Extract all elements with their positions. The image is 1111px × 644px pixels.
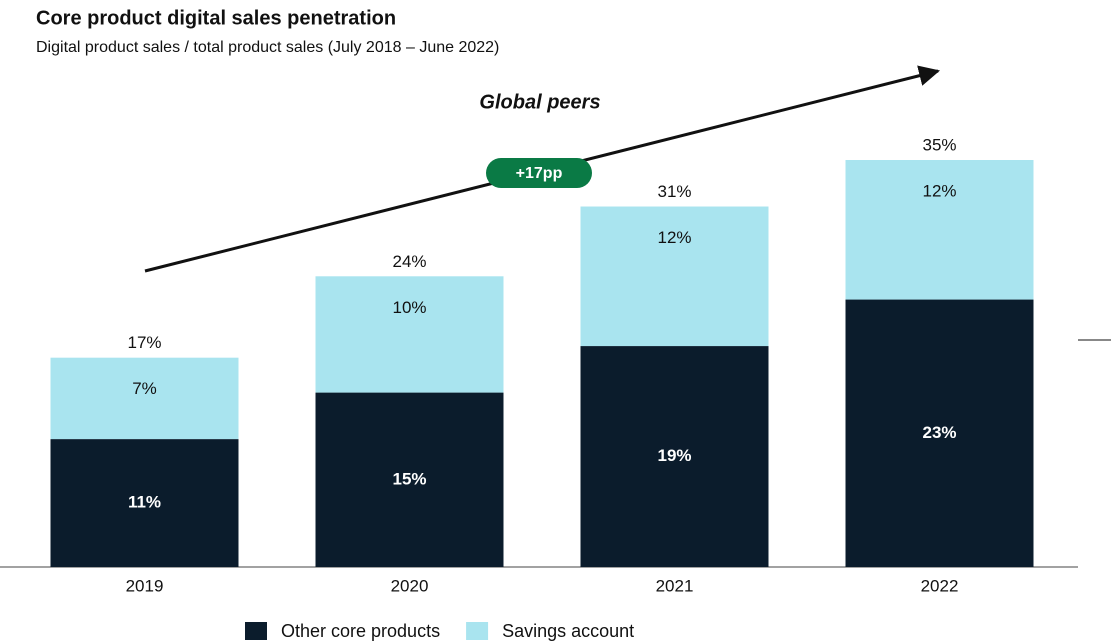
change-label: +17pp	[516, 165, 563, 182]
total-label: 31%	[657, 182, 691, 201]
segment-label: 19%	[657, 446, 691, 465]
bar-segment	[50, 357, 239, 440]
legend-label: Savings account	[502, 621, 634, 641]
bar-segment	[845, 160, 1034, 300]
segment-label: 15%	[392, 469, 426, 488]
segment-label: 10%	[392, 298, 426, 317]
bar-segment	[50, 439, 239, 567]
segment-label: 7%	[132, 379, 157, 398]
chart-title: Core product digital sales penetration	[36, 7, 396, 29]
x-tick-label: 2020	[391, 576, 429, 595]
segment-label: 11%	[128, 493, 161, 512]
bar-segment	[580, 206, 769, 347]
legend-swatch	[466, 622, 489, 640]
total-label: 24%	[392, 252, 426, 271]
total-label: 17%	[127, 333, 161, 352]
legend-label: Other core products	[281, 621, 440, 641]
bar-segment	[845, 299, 1034, 567]
x-tick-label: 2021	[656, 576, 694, 595]
segment-label: 12%	[922, 181, 956, 200]
segment-label: 23%	[922, 423, 956, 442]
x-tick-label: 2022	[921, 576, 959, 595]
x-tick-label: 2019	[126, 576, 164, 595]
segment-label: 12%	[657, 228, 691, 247]
bar-segment	[580, 346, 769, 567]
group-label: Global peers	[479, 91, 600, 113]
bar-segment	[315, 276, 504, 393]
total-label: 35%	[922, 135, 956, 154]
legend-swatch	[245, 622, 267, 640]
change-pill	[486, 158, 592, 188]
chart-subtitle: Digital product sales / total product sa…	[36, 39, 499, 56]
bar-segment	[315, 392, 504, 567]
